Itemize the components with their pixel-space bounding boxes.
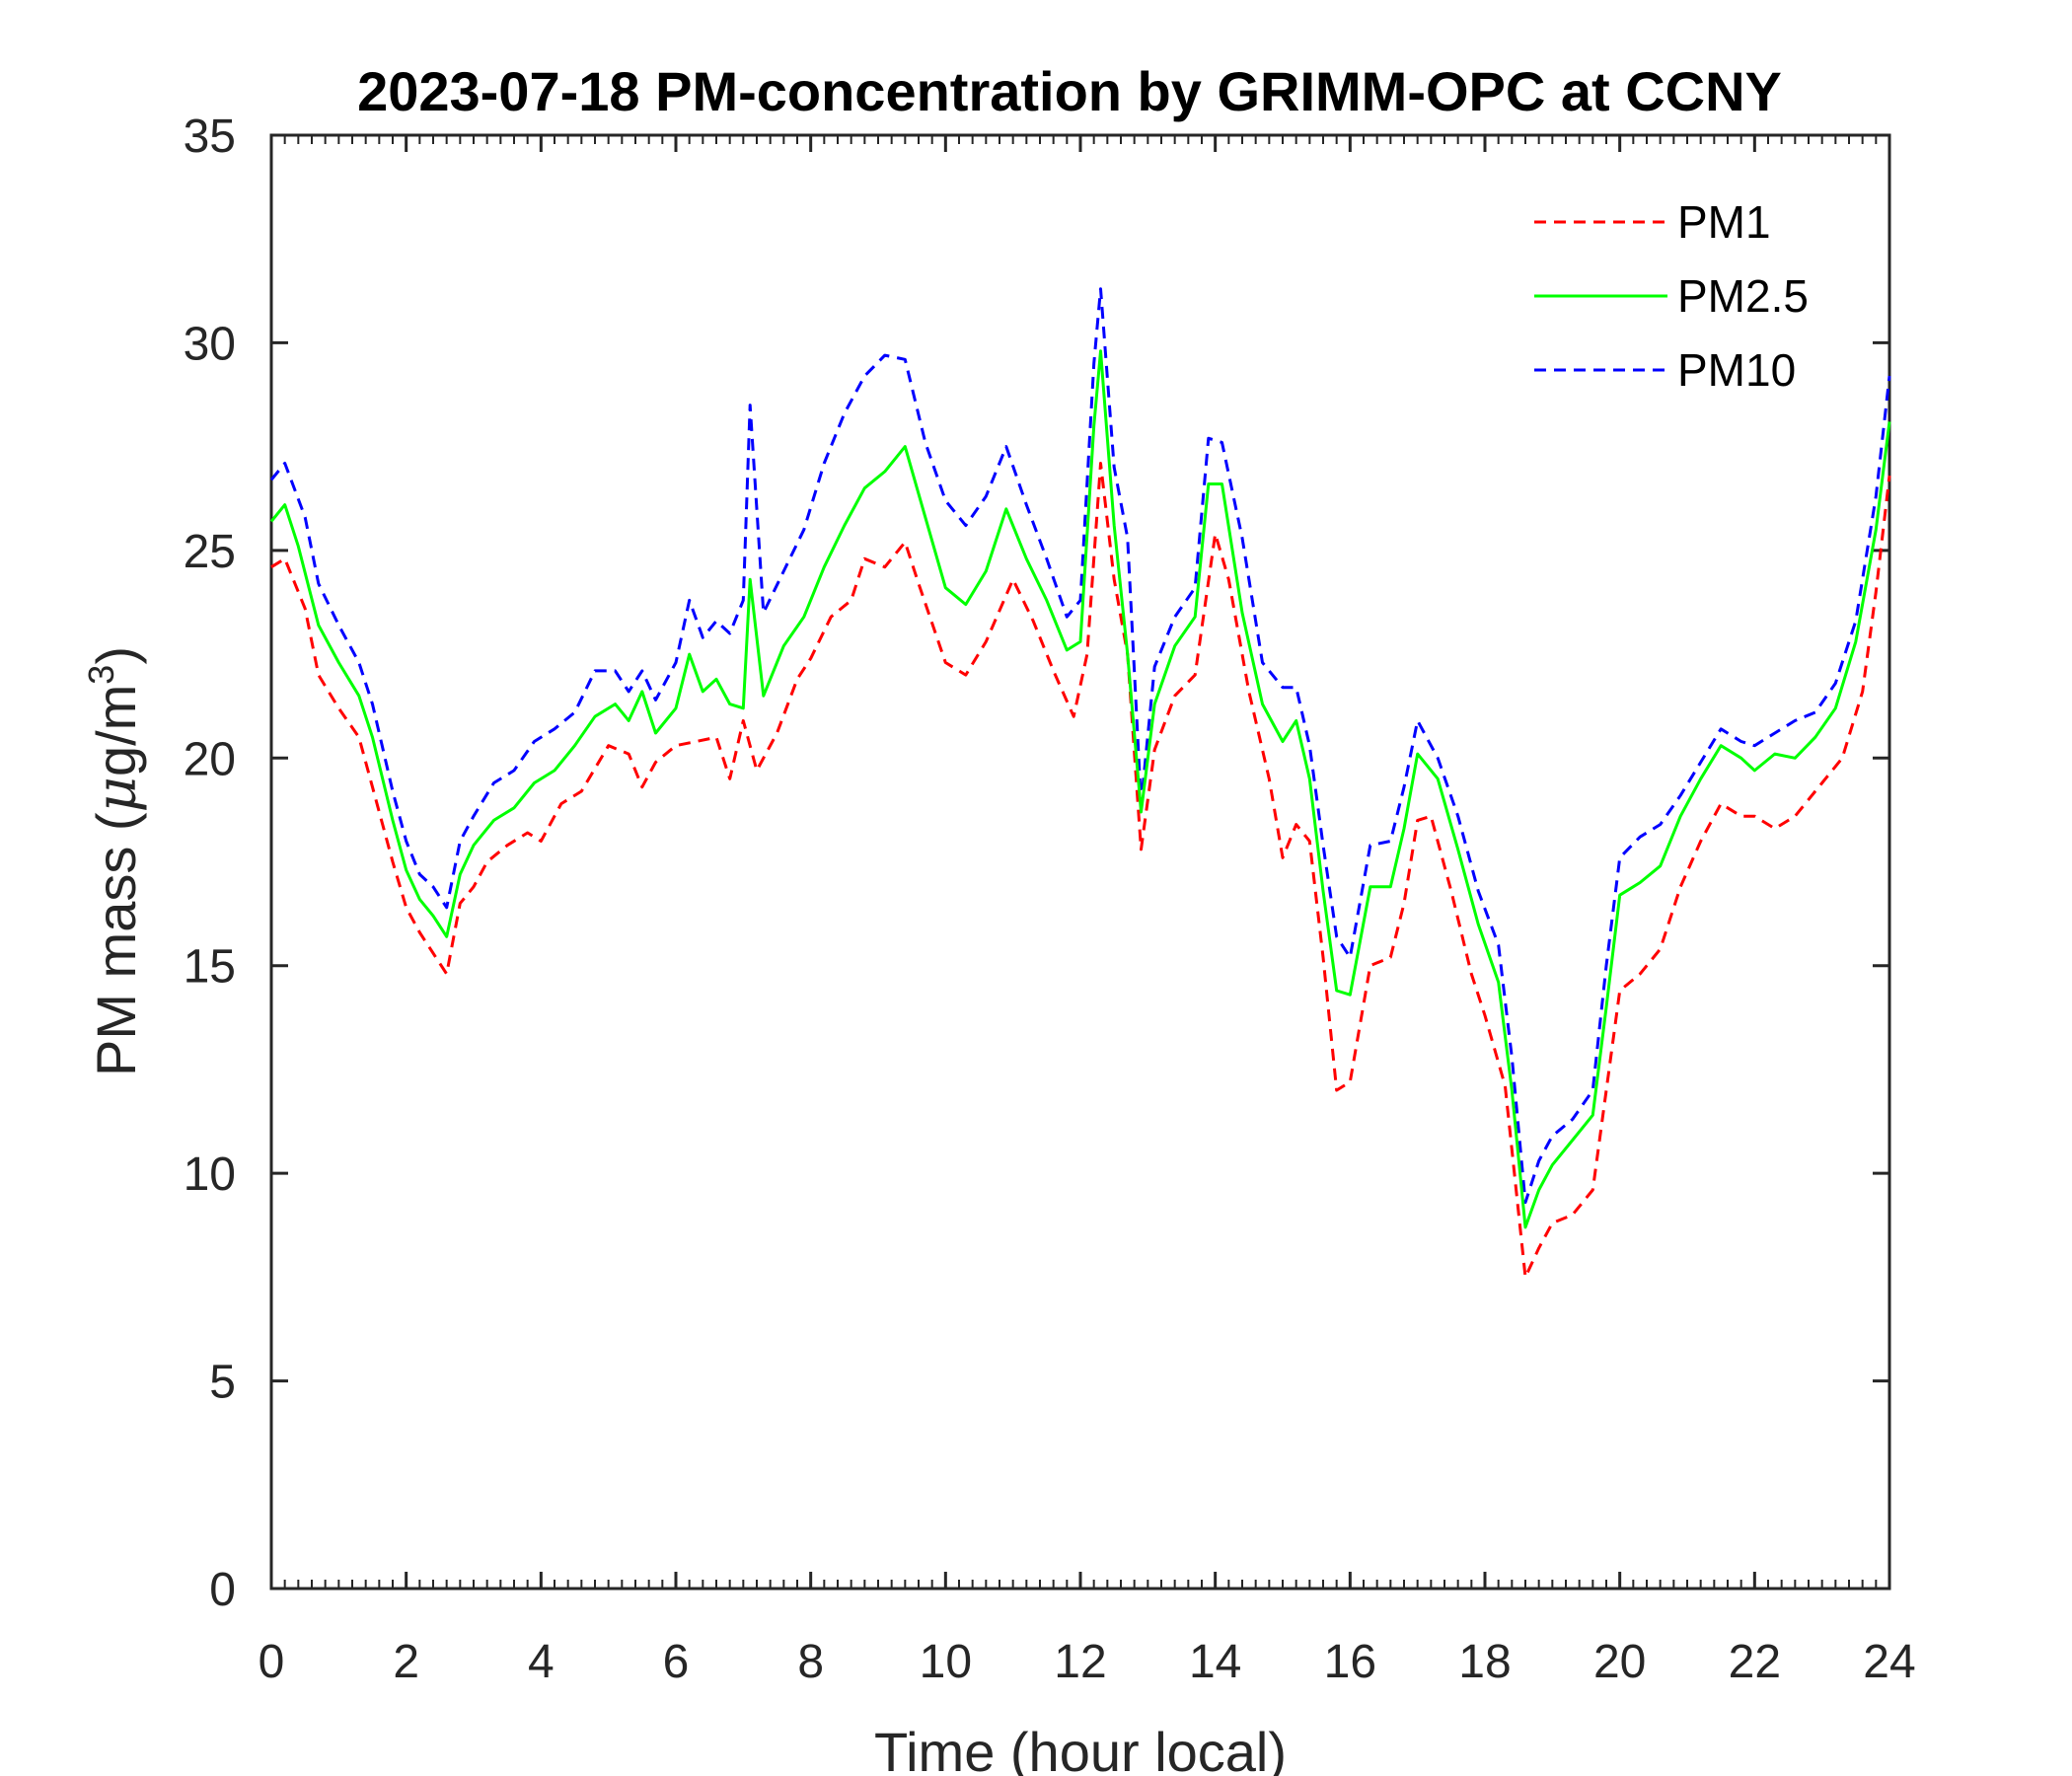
x-tick-label: 4 [528,1636,555,1688]
x-tick-labels: 0 2 4 6 8 10 12 14 16 18 20 22 24 [259,1636,1916,1688]
series-line-pm1 [270,462,1891,1279]
y-tick-label: 0 [209,1564,236,1616]
x-tick-label: 16 [1324,1636,1376,1688]
legend-label: PM2.5 [1677,270,1809,322]
x-tick-label: 18 [1458,1636,1511,1688]
plot-frame [269,133,1891,1591]
x-tick-label: 2 [393,1636,419,1688]
y-axis-title: PM mass (μg/m3) [81,646,149,1076]
y-tick-label: 15 [184,941,236,994]
y-tick-label: 20 [184,733,236,785]
x-tick-label: 6 [663,1636,690,1688]
y-tick-label: 30 [184,318,236,370]
x-tick-label: 22 [1729,1636,1781,1688]
y-tick-labels: 0 5 10 15 20 25 30 35 [184,111,236,1616]
y-tick-label: 5 [209,1357,236,1409]
chart-title: 2023-07-18 PM-concentration by GRIMM-OPC… [357,60,1782,122]
x-axis-title: Time (hour local) [874,1721,1287,1776]
y-axis-title-unit: g/m [85,685,147,777]
minor-ticks [270,135,1890,1589]
y-tick-label: 10 [184,1148,236,1201]
x-tick-label: 0 [259,1636,285,1688]
series-line-pm2-5 [269,349,1891,1229]
y-tick-label: 35 [184,111,236,163]
x-tick-label: 8 [797,1636,824,1688]
legend-label: PM10 [1677,344,1796,396]
x-tick-label: 10 [920,1636,972,1688]
y-axis-title-close: ) [85,646,147,665]
legend-label: PM1 [1677,196,1771,248]
x-tick-label: 24 [1863,1636,1915,1688]
series-lines [269,287,1891,1279]
legend: PM1 PM2.5 PM10 [1534,196,1809,396]
y-axis-title-mu: μ [85,777,149,812]
series-line-pm10 [269,287,1891,1205]
y-axis-title-superscript: 3 [81,665,121,685]
major-ticks [269,133,1891,1591]
x-tick-label: 12 [1054,1636,1106,1688]
y-tick-label: 25 [184,526,236,578]
y-axis-title-prefix: PM mass ( [85,812,147,1076]
x-tick-label: 20 [1593,1636,1646,1688]
x-tick-label: 14 [1189,1636,1241,1688]
